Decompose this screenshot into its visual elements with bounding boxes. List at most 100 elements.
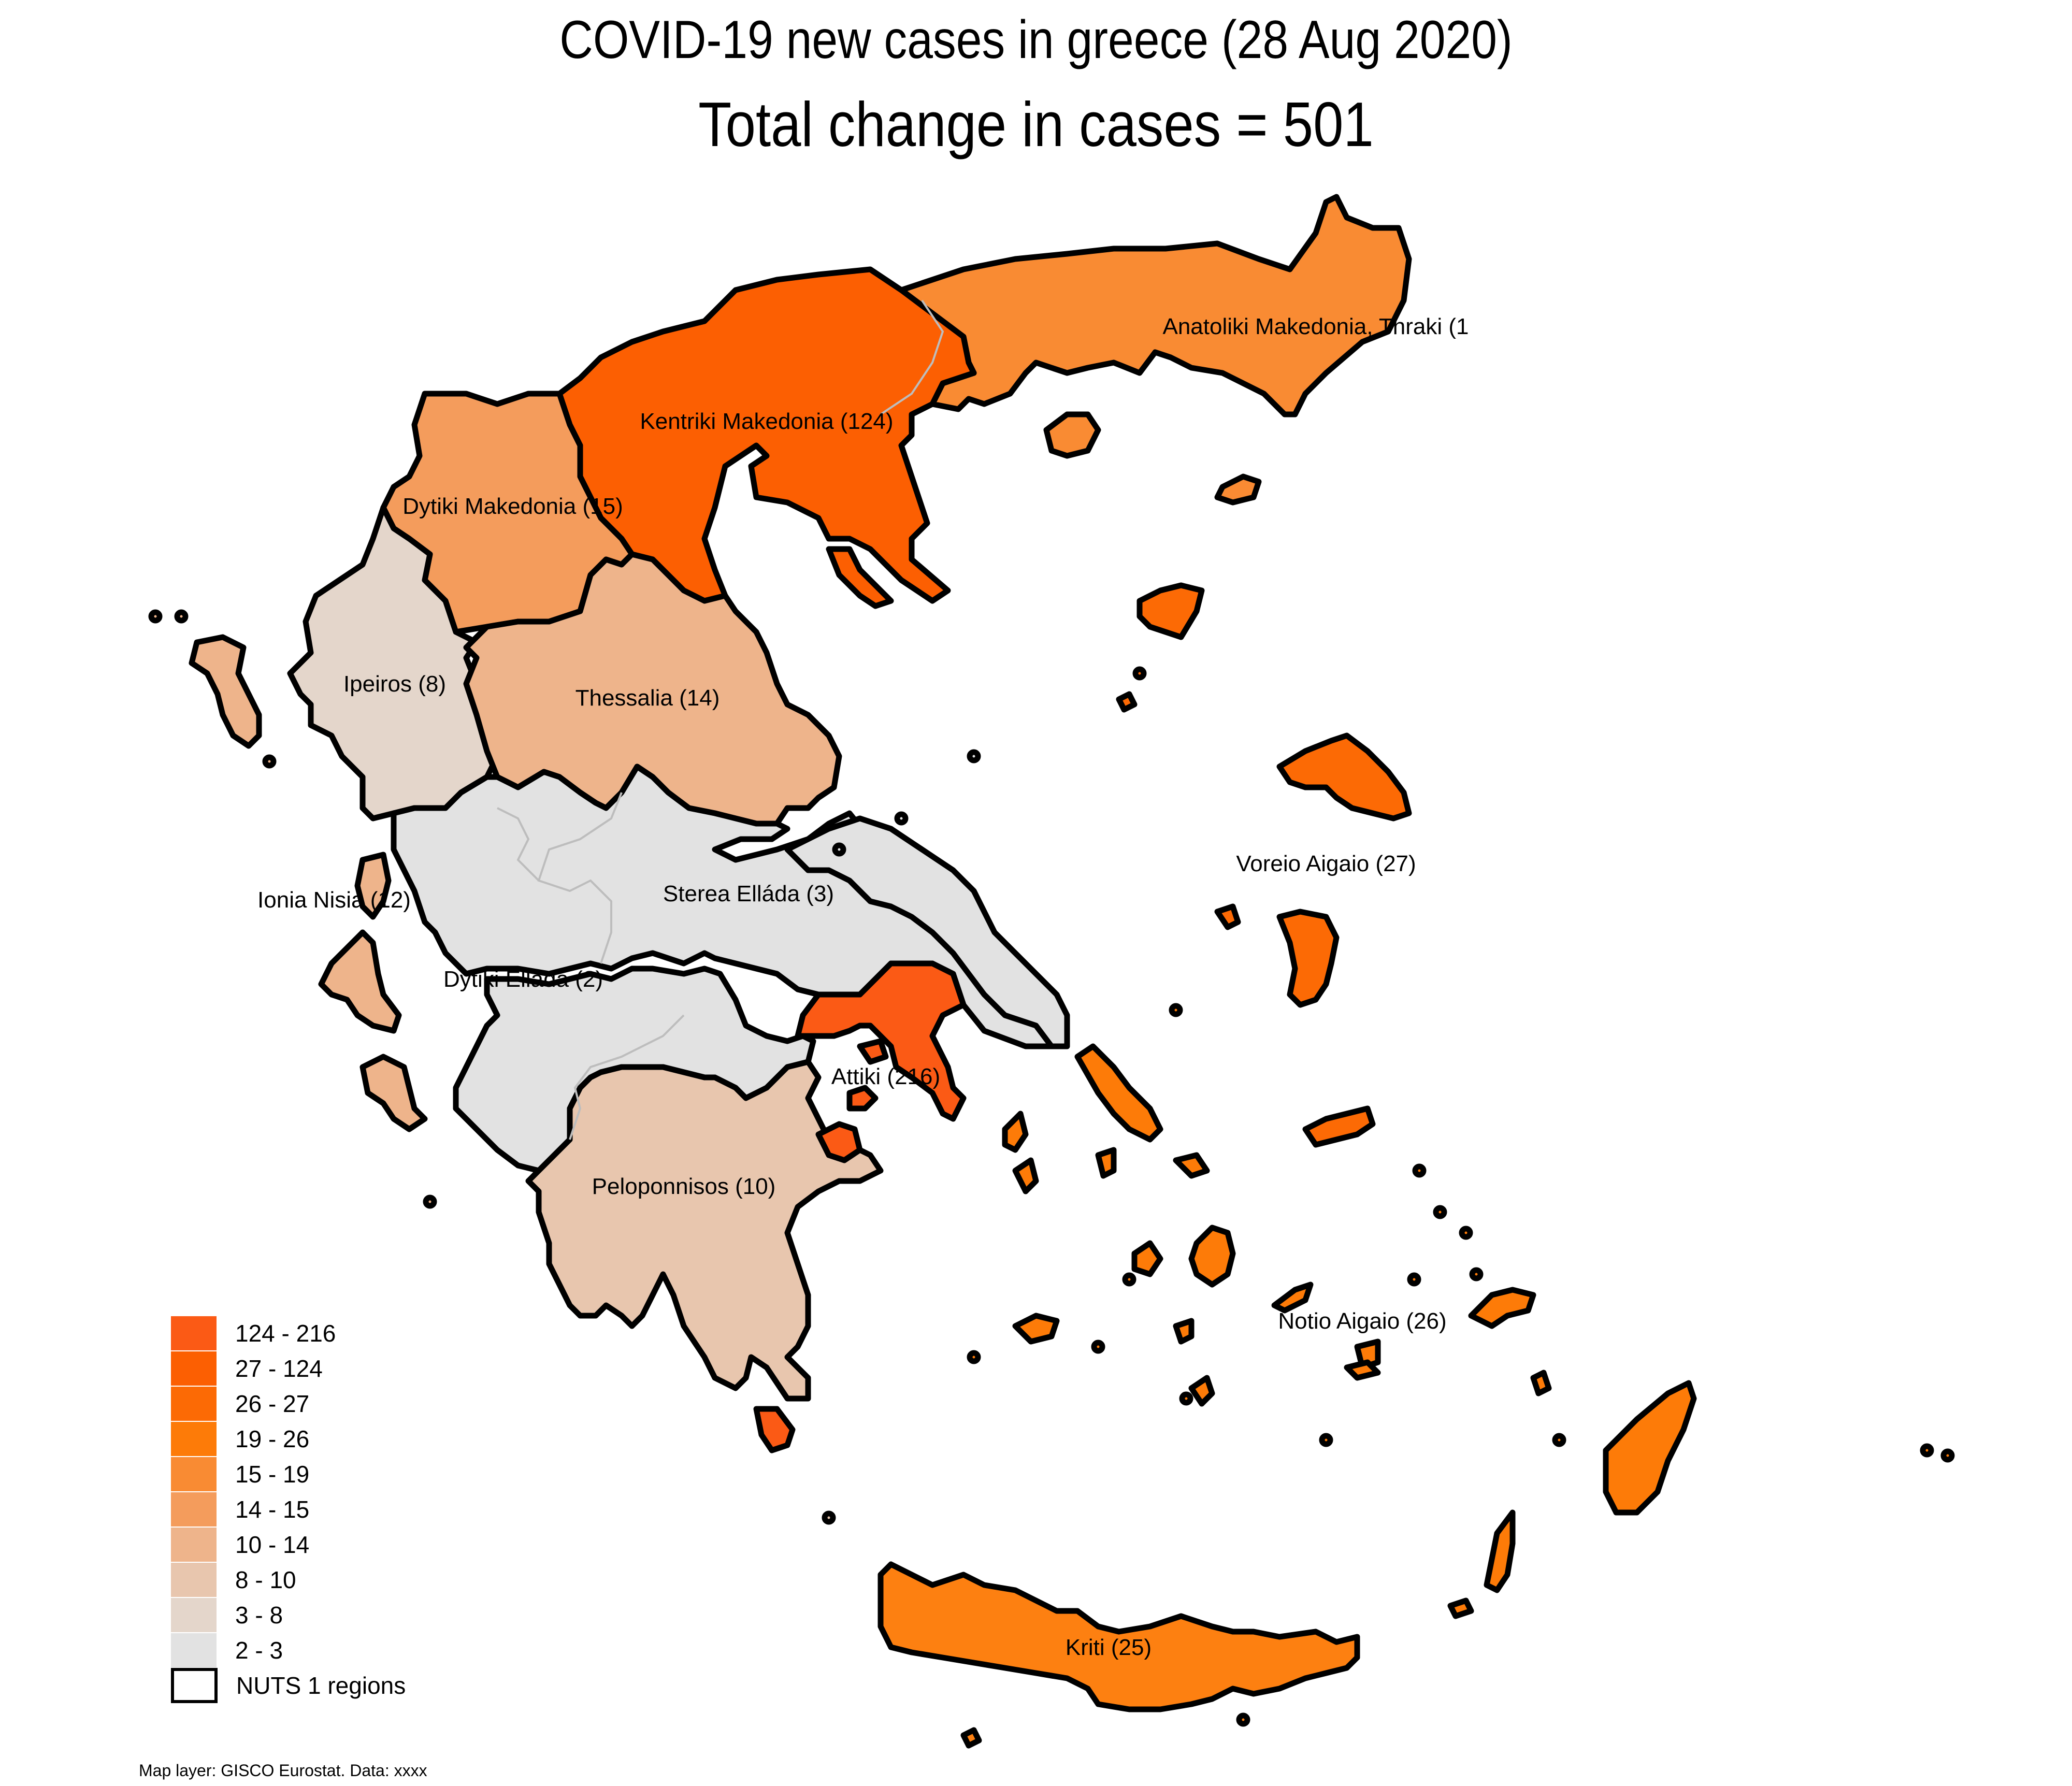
legend-item: 10 - 14 (171, 1527, 406, 1562)
legend-item: 26 - 27 (171, 1386, 406, 1421)
island-naxos (1188, 1225, 1236, 1288)
label-peloponnisos: Peloponnisos (10) (592, 1174, 776, 1199)
island-syros (1095, 1147, 1117, 1179)
island-zakynthos (359, 1054, 428, 1132)
islet (1412, 1163, 1427, 1178)
island-salamina (857, 1038, 889, 1065)
island-evia (784, 815, 1070, 1049)
island-lefkada (354, 852, 392, 920)
legend-swatch (171, 1316, 217, 1350)
label-voreio-aigaio: Voreio Aigaio (27) (1236, 851, 1416, 876)
islet (967, 1350, 981, 1364)
legend-label: 27 - 124 (235, 1355, 323, 1382)
island-corfu (189, 634, 262, 749)
island-chios (1276, 909, 1340, 1008)
islet (1319, 1433, 1333, 1447)
legend-item: 14 - 15 (171, 1492, 406, 1527)
legend-item: 8 - 10 (171, 1562, 406, 1597)
islet (967, 749, 981, 764)
legend-label: 26 - 27 (235, 1390, 310, 1417)
legend-swatch (171, 1528, 217, 1562)
islet (1433, 1205, 1447, 1219)
label-sterea-ellada: Sterea Elláda (3) (663, 881, 834, 906)
legend-swatch (171, 1351, 217, 1386)
island-ikaria (1214, 903, 1241, 930)
legend-item: 27 - 124 (171, 1351, 406, 1386)
island-gavdos (960, 1727, 982, 1749)
legend-label: 8 - 10 (235, 1566, 296, 1593)
island-kefalonia (318, 929, 402, 1034)
island-samothraki (1214, 473, 1262, 506)
island-nisyros (1530, 1370, 1552, 1396)
legend-outline-swatch (171, 1668, 218, 1703)
island-milos (1012, 1313, 1060, 1345)
islet (822, 1510, 836, 1525)
island-amorgos (1271, 1281, 1314, 1314)
island-limnos (1136, 582, 1205, 640)
islet (1407, 1272, 1421, 1287)
legend-outline-label: NUTS 1 regions (236, 1672, 406, 1699)
label-attiki: Attiki (216) (831, 1064, 940, 1089)
islet (1122, 1272, 1136, 1287)
legend-label: 3 - 8 (235, 1602, 283, 1629)
islet (1132, 666, 1147, 681)
island-agios-efstratios (1116, 691, 1138, 713)
island-astypalaia (1344, 1359, 1381, 1381)
islet (1179, 1391, 1193, 1406)
islet (262, 754, 277, 769)
islet (174, 609, 189, 624)
island-samos (1302, 1105, 1376, 1148)
map-subtitle: Total change in cases = 501 (698, 89, 1374, 160)
islet (1091, 1339, 1105, 1354)
island-poros-hydra (815, 1121, 863, 1163)
island-kalymnos (1468, 1287, 1536, 1329)
legend-item: 15 - 19 (171, 1457, 406, 1492)
legend-item: 2 - 3 (171, 1633, 406, 1668)
legend-item-nuts1: NUTS 1 regions (171, 1668, 406, 1703)
islet (1920, 1443, 1934, 1458)
map-title: COVID-19 new cases in greece (28 Aug 202… (559, 10, 1513, 70)
island-thasos (1043, 411, 1101, 459)
inner-border (497, 807, 540, 882)
island-kythira (753, 1406, 796, 1453)
islet (1469, 1267, 1484, 1281)
legend-label: 10 - 14 (235, 1531, 310, 1558)
label-kentriki-makedonia: Kentriki Makedonia (124) (640, 409, 893, 434)
island-tinos (1173, 1152, 1210, 1179)
label-ionia-nisia: Ionia Nisia (12) (257, 887, 411, 913)
island-ios (1173, 1318, 1195, 1345)
legend-label: 15 - 19 (235, 1461, 310, 1488)
region-anatoliki-makedonia-thraki (898, 194, 1412, 417)
label-kriti: Kriti (25) (1066, 1635, 1152, 1660)
island-kythnos (1012, 1157, 1039, 1194)
island-andros (1074, 1043, 1163, 1143)
island-aegina (846, 1085, 879, 1112)
islet (832, 842, 846, 857)
legend-item: 124 - 216 (171, 1316, 406, 1351)
island-kea (1002, 1111, 1029, 1153)
islet (1169, 1003, 1183, 1017)
label-ipeiros: Ipeiros (8) (343, 671, 446, 697)
legend-swatch (171, 1598, 217, 1632)
label-dytiki-makedonia: Dytiki Makedonia (15) (402, 494, 623, 519)
islet (423, 1194, 437, 1209)
label-dytiki-ellada: Dytiki Elláda (2) (443, 967, 603, 992)
legend-label: 124 - 216 (235, 1320, 336, 1347)
island-lesvos (1276, 732, 1412, 822)
legend-item: 3 - 8 (171, 1597, 406, 1633)
inner-border (569, 1014, 685, 1140)
island-santorini (1188, 1375, 1215, 1407)
islet-dots (148, 609, 1955, 1727)
islet (894, 811, 909, 826)
island-paros (1131, 1240, 1163, 1277)
island-karpathos (1484, 1509, 1516, 1593)
label-notio-aigaio: Notio Aigaio (26) (1278, 1308, 1446, 1334)
islet (1552, 1433, 1566, 1447)
legend-label: 19 - 26 (235, 1425, 310, 1452)
source-note: Map layer: GISCO Eurostat. Data: xxxx (139, 1761, 427, 1780)
islet (148, 609, 163, 624)
inner-border (537, 792, 623, 964)
legend-swatch (171, 1387, 217, 1421)
legend-item: 19 - 26 (171, 1421, 406, 1457)
